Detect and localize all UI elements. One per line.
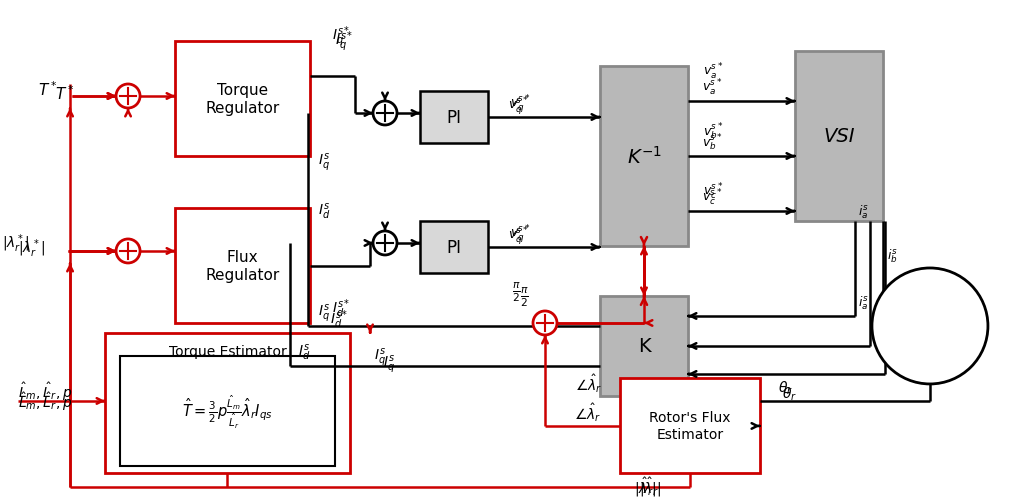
Text: $v_a^{s*}$: $v_a^{s*}$: [701, 78, 721, 98]
Text: Torque Estimator: Torque Estimator: [168, 344, 286, 358]
Text: $i_b^s$: $i_b^s$: [876, 324, 887, 341]
Text: Rotor's Flux
Estimator: Rotor's Flux Estimator: [648, 410, 730, 441]
Text: IM: IM: [918, 317, 941, 336]
Bar: [620, 378, 759, 473]
Text: PI: PI: [446, 109, 461, 127]
Text: $\angle\hat{\lambda}_r$: $\angle\hat{\lambda}_r$: [574, 401, 601, 423]
Text: $\hat{L}_m,\hat{L}_r,p$: $\hat{L}_m,\hat{L}_r,p$: [18, 380, 72, 402]
Bar: [599, 67, 687, 246]
Text: K: K: [637, 337, 650, 356]
Bar: [794, 52, 882, 221]
Text: $T^*$: $T^*$: [55, 85, 74, 103]
Text: $v_q^{s*}$: $v_q^{s*}$: [507, 95, 528, 117]
Text: $\hat{T} = \frac{3}{2}p\frac{\hat{L}_m}{\hat{L}_r}\hat{\lambda}_r I_{qs}$: $\hat{T} = \frac{3}{2}p\frac{\hat{L}_m}{…: [182, 392, 273, 430]
Text: $\frac{\pi}{2}$: $\frac{\pi}{2}$: [519, 285, 528, 308]
Bar: [175, 208, 310, 323]
Text: $v_c^{s*}$: $v_c^{s*}$: [701, 187, 721, 207]
Text: $i_b^s$: $i_b^s$: [887, 246, 897, 264]
Text: $v_q^{s*}$: $v_q^{s*}$: [510, 222, 530, 244]
Text: $K^{-1}$: $K^{-1}$: [626, 146, 660, 168]
Text: $\theta_r$: $\theta_r$: [782, 384, 796, 402]
Circle shape: [373, 102, 396, 126]
Text: $I_q^s$: $I_q^s$: [318, 302, 329, 323]
Text: $i_c^s$: $i_c^s$: [887, 283, 897, 300]
Text: $I_q^{s*}$: $I_q^{s*}$: [332, 25, 351, 49]
Text: $I_d^{s*}$: $I_d^{s*}$: [330, 308, 348, 331]
Text: $|\hat{\lambda}_r|$: $|\hat{\lambda}_r|$: [638, 474, 660, 497]
Bar: [175, 42, 310, 157]
Text: $I_d^{s}$: $I_d^{s}$: [318, 201, 330, 221]
Bar: [120, 356, 334, 466]
Text: $v_b^{s*}$: $v_b^{s*}$: [702, 122, 722, 142]
Text: $\frac{\pi}{2}$: $\frac{\pi}{2}$: [512, 280, 521, 303]
Text: $\hat{L}_m,\hat{L}_r,p$: $\hat{L}_m,\hat{L}_r,p$: [18, 390, 72, 412]
Text: $v_q^{s*}$: $v_q^{s*}$: [510, 93, 530, 115]
Text: Torque
Regulator: Torque Regulator: [205, 83, 279, 115]
Text: $i_c^s$: $i_c^s$: [891, 352, 902, 369]
Text: $I_q^{s}$: $I_q^{s}$: [318, 151, 329, 172]
Text: $i_a^s$: $i_a^s$: [857, 294, 868, 311]
Text: $I_q^s$: $I_q^s$: [383, 352, 394, 374]
Text: $v_q^{s*}$: $v_q^{s*}$: [507, 224, 528, 246]
Text: $I_q^s$: $I_q^s$: [374, 345, 385, 367]
Text: $|\lambda_r^*|$: $|\lambda_r^*|$: [2, 232, 30, 255]
Text: $v_b^{s*}$: $v_b^{s*}$: [701, 133, 721, 153]
Text: $I_d^s$: $I_d^s$: [298, 342, 310, 362]
Text: $\theta_r$: $\theta_r$: [777, 378, 792, 396]
Text: Flux
Regulator: Flux Regulator: [205, 250, 279, 282]
Circle shape: [871, 269, 987, 384]
Bar: [420, 221, 487, 274]
Text: VSI: VSI: [822, 127, 854, 146]
Bar: [420, 92, 487, 144]
Text: PI: PI: [446, 238, 461, 257]
Text: $i_a^s$: $i_a^s$: [857, 203, 868, 220]
Circle shape: [373, 231, 396, 256]
Text: $I_d^{s*}$: $I_d^{s*}$: [332, 297, 351, 320]
Bar: [599, 297, 687, 396]
Text: $v_c^{s*}$: $v_c^{s*}$: [702, 181, 722, 201]
Bar: [105, 333, 350, 473]
Text: $|\lambda_r^*|$: $|\lambda_r^*|$: [18, 237, 46, 260]
Circle shape: [116, 85, 140, 109]
Text: $\angle\hat{\lambda}_r$: $\angle\hat{\lambda}_r$: [575, 372, 601, 394]
Circle shape: [116, 239, 140, 264]
Text: $|\hat{\lambda}_r|$: $|\hat{\lambda}_r|$: [633, 474, 655, 497]
Circle shape: [533, 311, 556, 335]
Text: $v_a^{s*}$: $v_a^{s*}$: [702, 62, 722, 82]
Text: $T^*$: $T^*$: [38, 81, 58, 99]
Text: $I_q^{s*}$: $I_q^{s*}$: [334, 30, 354, 54]
